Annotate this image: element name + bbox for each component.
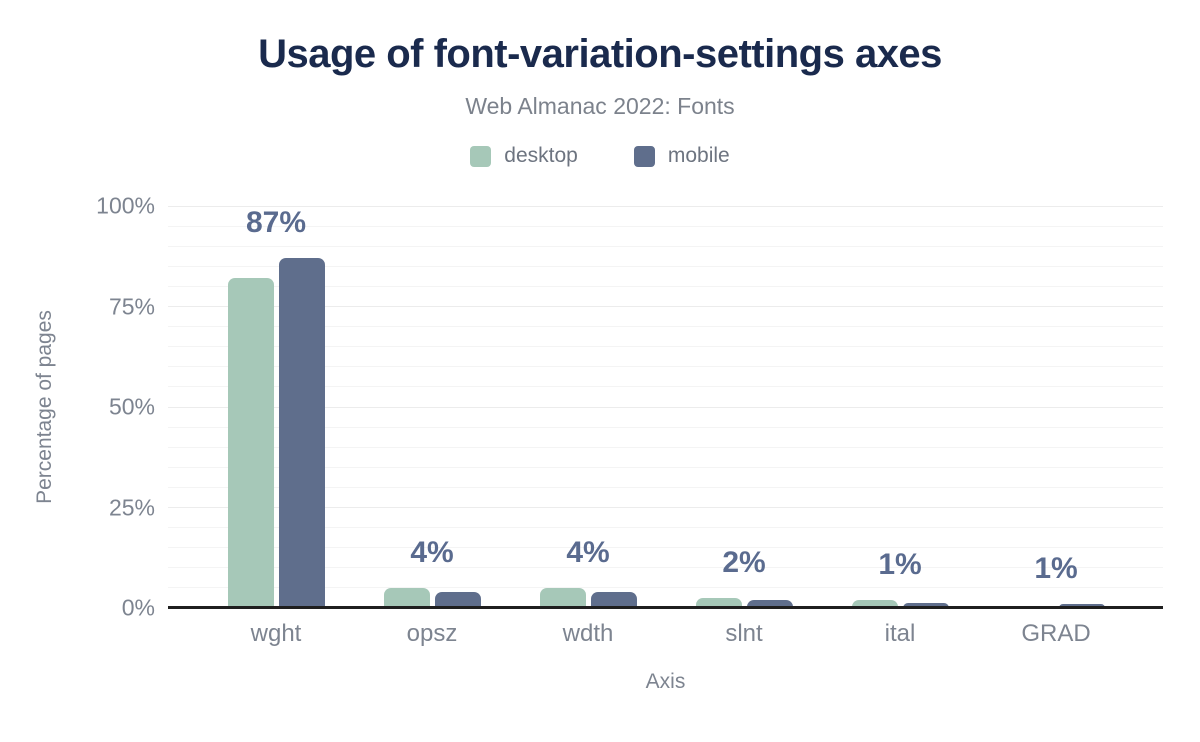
- y-tick-label: 100%: [96, 192, 155, 219]
- bar-group-slnt: 2% slnt: [666, 206, 822, 647]
- x-axis-title: Axis: [645, 670, 686, 693]
- bar-desktop-opsz[interactable]: [383, 587, 430, 608]
- x-axis-baseline: [168, 606, 1163, 609]
- legend-label: mobile: [667, 144, 730, 167]
- bar-value-label: 1%: [1034, 551, 1078, 585]
- legend-swatch-icon: [633, 145, 655, 167]
- gridline-minor: [168, 547, 1163, 549]
- gridline-major: [168, 205, 1163, 207]
- bar-value-label: 87%: [245, 206, 307, 240]
- y-tick-label: 50%: [108, 393, 155, 420]
- bar-mobile-GRAD[interactable]: [1058, 603, 1105, 608]
- x-tick-label: ital: [884, 620, 916, 647]
- bar-value-label: 4%: [410, 535, 454, 569]
- bar-value-label: 2%: [722, 545, 766, 579]
- bar-value-label: 1%: [878, 547, 922, 581]
- bar-mobile-slnt[interactable]: [746, 599, 793, 608]
- legend-item-mobile: mobile: [633, 144, 730, 168]
- x-tick-label: wght: [250, 620, 302, 647]
- bar-mobile-wdth[interactable]: [590, 591, 637, 608]
- bar-mobile-opsz[interactable]: [434, 591, 481, 608]
- gridline-minor: [168, 225, 1163, 227]
- x-tick-label: slnt: [725, 620, 763, 647]
- x-tick-label: GRAD: [1021, 620, 1091, 647]
- legend: desktop mobile: [0, 144, 1200, 168]
- legend-label: desktop: [504, 144, 578, 167]
- bar-desktop-slnt[interactable]: [695, 597, 742, 608]
- y-tick-label: 0%: [121, 594, 155, 621]
- gridline-minor: [168, 527, 1163, 529]
- chart-subtitle: Web Almanac 2022: Fonts: [465, 93, 735, 119]
- gridline-major: [168, 507, 1163, 508]
- gridline-minor: [168, 426, 1163, 428]
- chart-title: Usage of font-variation-settings axes: [258, 32, 942, 76]
- bar-desktop-ital[interactable]: [851, 599, 898, 608]
- bar-value-label: 4%: [566, 535, 610, 569]
- bar-group-ital: 1% ital: [822, 206, 978, 647]
- y-tick-label: 75%: [108, 293, 155, 319]
- gridline-minor: [168, 567, 1163, 569]
- y-axis-tick-labels: 0% 25% 50% 75% 100%: [0, 194, 155, 619]
- gridline-minor: [168, 326, 1163, 328]
- bar-desktop-wdth[interactable]: [539, 587, 586, 608]
- gridline-major: [168, 406, 1163, 408]
- gridline-minor: [168, 366, 1163, 368]
- legend-item-desktop: desktop: [470, 144, 578, 168]
- gridline-major: [168, 306, 1163, 307]
- gridline-minor: [168, 346, 1163, 348]
- gridline-minor: [168, 285, 1163, 287]
- gridline-minor: [168, 466, 1163, 468]
- gridline-minor: [168, 265, 1163, 267]
- bar-group-GRAD: 1% GRAD: [978, 206, 1134, 647]
- y-tick-label: 25%: [108, 494, 155, 520]
- bar-group-wght: 87% wght: [198, 206, 354, 647]
- gridline-minor: [168, 386, 1163, 388]
- bar-desktop-wght[interactable]: [227, 278, 274, 608]
- x-tick-label: wdth: [562, 620, 614, 647]
- gridline-minor: [168, 486, 1163, 488]
- gridline-minor: [168, 587, 1163, 589]
- bar-mobile-ital[interactable]: [902, 603, 949, 608]
- x-tick-label: opsz: [406, 620, 458, 647]
- plot-area: 87% wght 4% opsz 4% wdth 2% slnt 1% ital 1% GRAD: [168, 205, 1163, 647]
- bar-mobile-wght[interactable]: [278, 258, 325, 608]
- bar-group-wdth: 4% wdth: [510, 206, 666, 647]
- bar-group-opsz: 4% opsz: [354, 206, 510, 647]
- gridline-minor: [168, 245, 1163, 247]
- legend-swatch-icon: [470, 145, 492, 167]
- gridline-minor: [168, 446, 1163, 448]
